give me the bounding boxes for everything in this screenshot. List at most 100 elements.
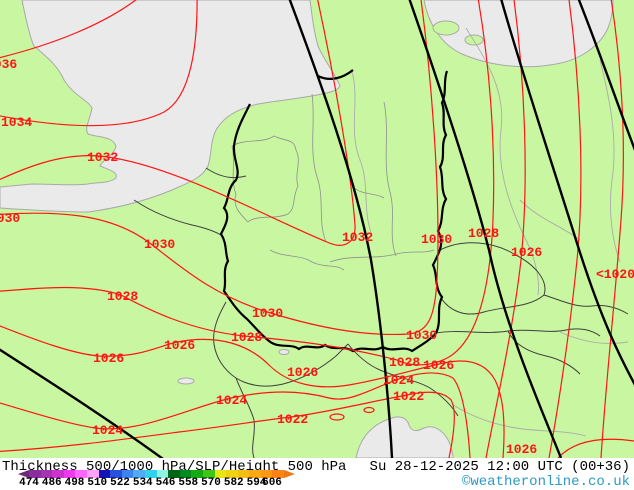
lake	[177, 377, 195, 385]
scale-cell	[98, 470, 111, 478]
isobar-value-label: 1026	[506, 442, 537, 457]
lake	[278, 349, 290, 355]
isobar-1022	[0, 391, 455, 458]
scale-value: 594	[246, 477, 267, 489]
scale-cell	[168, 470, 180, 478]
isobar-1028	[0, 0, 495, 366]
isobar-value-label: 1024	[383, 373, 414, 388]
isobar-labels: 1036103410301032103010281026102610241024…	[0, 57, 634, 457]
height-line	[288, 0, 394, 458]
isobar-value-label: 1022	[393, 389, 424, 404]
isobar-value-label: 1030	[0, 211, 20, 226]
height-line	[0, 348, 164, 458]
isobar-value-label: 1022	[277, 412, 308, 427]
isobar-value-label: 1026	[511, 245, 542, 260]
isobar-closed	[363, 406, 375, 414]
isobar-value-label: 1026	[93, 351, 124, 366]
scale-cell	[40, 470, 53, 478]
scale-cell	[29, 470, 41, 478]
isobar-1026	[485, 0, 526, 458]
germany-border	[219, 69, 449, 353]
isobar-1024	[0, 372, 471, 458]
scale-value: 486	[41, 477, 62, 489]
scale-value: 522	[110, 477, 130, 489]
forecast-map: 1036103410301032103010281026102610241024…	[0, 0, 634, 458]
isobar-value-label: 1024	[92, 423, 123, 438]
map-area: 1036103410301032103010281026102610241024…	[0, 0, 634, 458]
scale-cell	[86, 470, 99, 478]
scale-value: 474	[19, 477, 39, 489]
scale-arrow-left	[18, 470, 29, 478]
scale-cell	[237, 470, 250, 478]
isobar	[557, 438, 634, 458]
scale-value: 606	[262, 477, 282, 489]
scale-value: 558	[178, 477, 199, 489]
isobar-value-label: 1026	[423, 358, 454, 373]
scale-value: 510	[87, 477, 108, 489]
height-line	[500, 0, 634, 386]
isobar-value-label: 1030	[406, 328, 437, 343]
scale-cell	[133, 470, 145, 478]
scale-cell	[202, 470, 215, 478]
scale-cell	[226, 470, 238, 478]
caption-bar: Thickness 500/1000 hPa/SLP/Height 500 hP…	[0, 458, 634, 490]
scale-value: 498	[64, 477, 85, 489]
scale-value: 534	[132, 477, 153, 489]
scale-value: 570	[201, 477, 221, 489]
scale-value: 546	[155, 477, 176, 489]
height-line	[577, 0, 634, 151]
isobar-1020	[600, 0, 624, 458]
isobar-value-label: 1028	[389, 355, 420, 370]
isobar-value-label: 1030	[252, 306, 283, 321]
isobar-1030	[0, 0, 439, 336]
isobar-value-label: 1036	[0, 57, 17, 72]
isobar-value-label: 1024	[216, 393, 247, 408]
height-line	[408, 0, 563, 458]
scale-cell	[179, 470, 192, 478]
scale-cell	[191, 470, 203, 478]
isobar-value-label: 1028	[231, 330, 262, 345]
scale-cell	[52, 470, 64, 478]
height-lines	[0, 0, 634, 458]
isobar-value-label: 1026	[164, 338, 195, 353]
island	[464, 34, 484, 46]
scale-cell	[144, 470, 157, 478]
scale-cell	[121, 470, 134, 478]
north-sea	[0, 0, 341, 213]
isobar-value-label: 1026	[287, 365, 318, 380]
isobar-value-label: 1030	[144, 237, 175, 252]
scale-cell	[110, 470, 122, 478]
scale-cell	[214, 470, 227, 478]
thickness-color-scale	[18, 470, 296, 478]
isobar-value-label: 1032	[87, 150, 118, 165]
isobar-value-label: 1032	[342, 230, 373, 245]
scale-value-labels: 474 486 498 510 522 534 546 558 570 582 594 606	[0, 477, 634, 490]
scale-cell	[260, 470, 273, 478]
scale-cell	[63, 470, 76, 478]
island	[432, 20, 460, 36]
isobar-value-label: 1030	[421, 232, 452, 247]
scale-cell	[272, 470, 285, 478]
isobar-value-label: 1034	[1, 115, 32, 130]
state-borders	[231, 93, 435, 271]
scale-arrow-right	[284, 470, 296, 478]
isobar-value-label: <1020	[596, 267, 634, 282]
copyright-link[interactable]: ©weatheronline.co.uk	[461, 474, 630, 490]
isobar-closed	[329, 413, 345, 421]
islands	[432, 20, 484, 46]
isobar-value-label: 1028	[107, 289, 138, 304]
rivers	[351, 27, 629, 437]
scale-cell	[249, 470, 261, 478]
scale-cell	[75, 470, 87, 478]
isobar-1036	[0, 0, 137, 59]
scale-value: 582	[223, 477, 244, 489]
isobar	[548, 0, 582, 458]
isobar-value-label: 1028	[468, 226, 499, 241]
isobar-1032	[0, 0, 356, 246]
isobar-1034	[0, 0, 198, 127]
isobars	[0, 0, 634, 458]
scale-cell	[156, 470, 169, 478]
isobar-1026	[0, 325, 505, 458]
forecast-run-info: Su 28-12-2025 12:00 UTC (00+36)	[369, 459, 630, 475]
